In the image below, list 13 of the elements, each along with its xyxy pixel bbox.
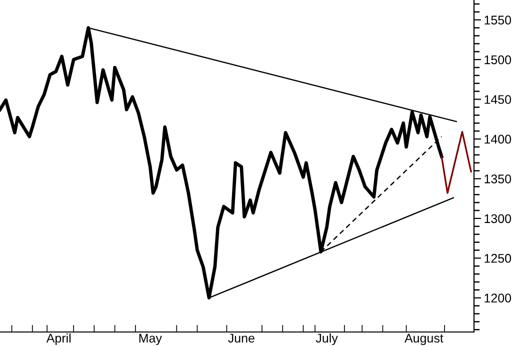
y-tick-label: 1250 xyxy=(484,254,512,263)
x-tick-label: April xyxy=(46,333,71,346)
x-tick-label: August xyxy=(404,334,444,346)
y-tick-label: 1450 xyxy=(484,95,512,104)
y-tick-label: 1200 xyxy=(484,294,512,302)
y-tick-label: 1400 xyxy=(484,134,512,144)
x-tick-label: June xyxy=(228,334,254,343)
x-tick-label: May xyxy=(139,334,162,346)
y-tick-label: 1300 xyxy=(484,214,512,224)
y-tick-label: 1500 xyxy=(484,55,512,64)
x-tick-label: July xyxy=(316,333,338,346)
y-tick-label: 1550 xyxy=(484,16,512,25)
y-tick-label: 1350 xyxy=(484,174,512,184)
